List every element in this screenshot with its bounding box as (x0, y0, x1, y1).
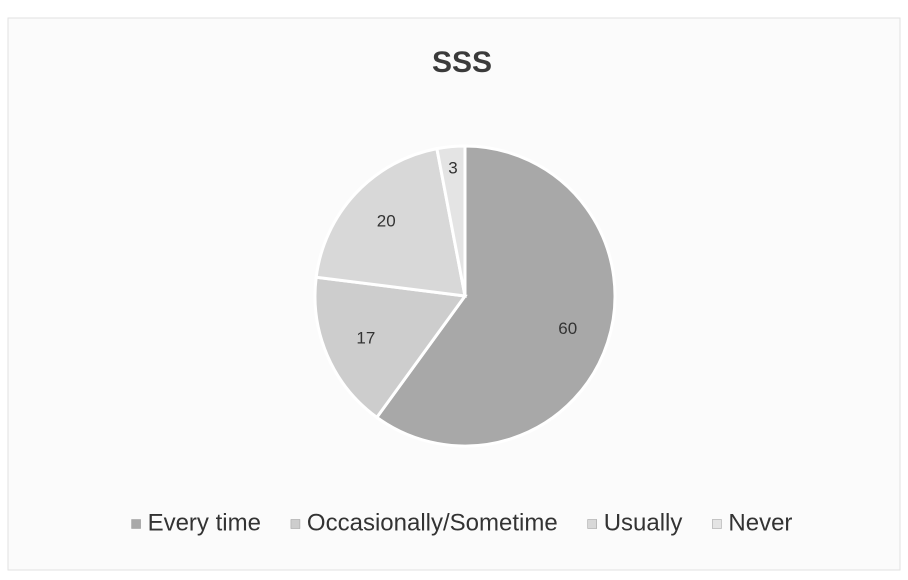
data-label: 20 (377, 212, 396, 231)
chart-title: SSS (432, 46, 492, 79)
pie-slice (374, 144, 617, 448)
legend-label: Never (728, 509, 792, 536)
pie-slice (435, 144, 467, 297)
legend-swatch (712, 519, 722, 529)
pie-slice (314, 146, 467, 298)
legend-label: Every time (148, 509, 261, 536)
data-label: 17 (356, 328, 375, 347)
legend-swatch (131, 519, 141, 529)
legend-label: Occasionally/Sometime (307, 509, 558, 536)
legend-swatch (587, 519, 597, 529)
legend-label: Usually (604, 509, 683, 536)
legend-swatch (290, 519, 301, 529)
data-label: 60 (558, 319, 577, 338)
pie-slice (313, 275, 468, 420)
data-label: 3 (448, 159, 457, 178)
